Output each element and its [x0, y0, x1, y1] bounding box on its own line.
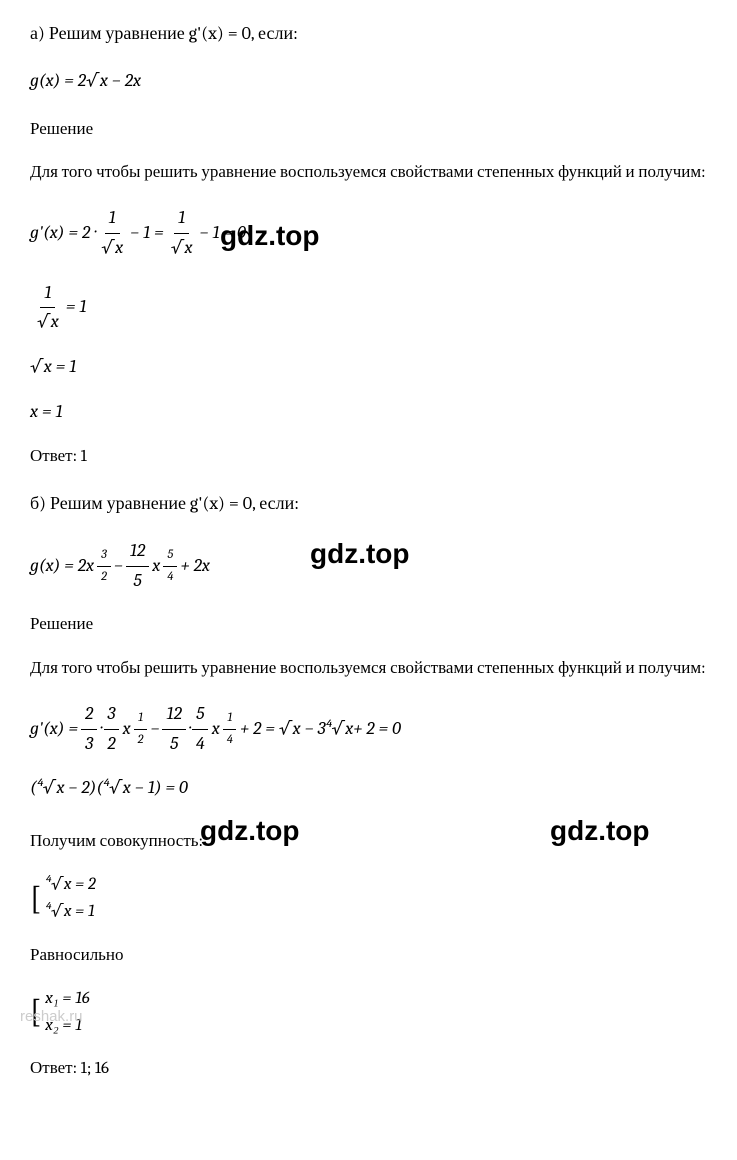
part-a-header: а) Решим уравнение g'(x) = 0, если:	[30, 20, 707, 49]
exp-num: 1	[134, 708, 147, 729]
part-b-header: б) Решим уравнение g'(x) = 0, если:	[30, 490, 707, 519]
exp-frac2: 5 4	[160, 545, 180, 586]
deriv-minus: −	[150, 715, 159, 744]
frac-den: 5	[129, 567, 145, 596]
bracket-icon: [	[30, 986, 41, 1037]
deriv-exp1: 1 2	[131, 708, 151, 749]
sol-bracket: [ x₁ = 16 x₂ = 1 reshak.ru	[30, 985, 707, 1039]
sol-row1: x₁ = 16	[45, 985, 90, 1012]
frac-den: 3	[81, 730, 97, 759]
step-a2: 1 √x = 1	[30, 279, 707, 338]
combo-row2: ⁴√x = 1	[45, 898, 96, 925]
exp-num: 3	[97, 545, 111, 566]
explanation-b: Для того чтобы решить уравнение воспольз…	[30, 655, 707, 682]
combo-label: Получим совокупность:	[30, 828, 707, 855]
deriv-x1: x	[123, 715, 131, 744]
deriv-exp2: 1 4	[220, 708, 240, 749]
frac-num: 1	[105, 204, 120, 234]
frac-num: 1	[174, 204, 189, 234]
step-a1-suffix: − 1 = 0	[200, 219, 246, 248]
frac-den: √x	[167, 234, 197, 263]
exp-num: 5	[163, 545, 177, 566]
frac-a2: 1 √x	[167, 204, 197, 263]
step-a1: g'(x) = 2 · 1 √x − 1 = 1 √x − 1 = 0 gdz.…	[30, 204, 707, 263]
answer-b: Ответ: 1; 16	[30, 1055, 707, 1082]
exp-num: 1	[223, 708, 236, 729]
deriv-root4: ⁴√x	[326, 715, 354, 744]
frac-num: 5	[192, 700, 208, 730]
given-text: g(x) = 2√x − 2x	[30, 70, 141, 91]
frac-num: 12	[126, 537, 149, 567]
deriv-x2: x	[212, 715, 220, 744]
part-b-given: g(x) = 2x 3 2 − 12 5 x 5 4 + 2x gdz.top	[30, 537, 707, 596]
combo-row1: ⁴√x = 2	[45, 871, 96, 898]
bracket-icon: [	[30, 873, 41, 924]
deriv-end: + 2 = 0	[353, 715, 401, 744]
given-x: x	[152, 552, 160, 581]
given-suffix: + 2x	[180, 552, 209, 581]
exp-den: 4	[223, 730, 237, 750]
sol-row2: x₂ = 1	[45, 1012, 90, 1039]
answer-label: Ответ:	[30, 1059, 81, 1078]
frac-den: 5	[166, 730, 182, 759]
equiv-label: Равносильно	[30, 942, 707, 969]
deriv-f2: 3 2	[103, 700, 119, 759]
answer-a: Ответ: 1	[30, 443, 707, 470]
step-a4: x = 1	[30, 398, 707, 427]
frac-num: 12	[162, 700, 185, 730]
factored: (⁴√x − 2)(⁴√x − 1) = 0	[30, 774, 707, 803]
explanation-a: Для того чтобы решить уравнение воспольз…	[30, 159, 707, 186]
part-a-given: g(x) = 2√x − 2x	[30, 67, 707, 96]
deriv-plus: + 2 = √x − 3	[240, 715, 326, 744]
exp-den: 2	[134, 730, 148, 750]
deriv-f1: 2 3	[81, 700, 97, 759]
answer-value: 1; 16	[81, 1059, 109, 1078]
solution-label-a: Решение	[30, 116, 707, 143]
step-a3: √x = 1	[30, 353, 707, 382]
deriv-b: g'(x) = 2 3 · 3 2 x 1 2 − 12 5 · 5 4 x 1…	[30, 700, 707, 759]
frac-den: 2	[103, 730, 119, 759]
frac-a1: 1 √x	[97, 204, 127, 263]
watermark: gdz.top	[310, 532, 410, 577]
combo-bracket: [ ⁴√x = 2 ⁴√x = 1	[30, 871, 707, 925]
frac-den: √x	[33, 308, 63, 337]
solution-label-b: Решение	[30, 611, 707, 638]
deriv-prefix: g'(x) =	[30, 715, 78, 744]
given-mid: −	[114, 552, 123, 581]
frac-den: √x	[97, 234, 127, 263]
step-a2-suffix: = 1	[66, 293, 87, 322]
deriv-f4: 5 4	[192, 700, 209, 759]
frac-b1: 12 5	[126, 537, 149, 596]
frac-a3: 1 √x	[33, 279, 63, 338]
exp-den: 2	[97, 567, 111, 587]
step-a1-mid: − 1 =	[130, 219, 164, 248]
frac-den: 4	[192, 730, 209, 759]
given-prefix: g(x) = 2x	[30, 552, 94, 581]
frac-num: 2	[81, 700, 97, 730]
answer-label: Ответ:	[30, 447, 81, 466]
frac-num: 3	[104, 700, 120, 730]
frac-num: 1	[40, 279, 55, 309]
step-a1-prefix: g'(x) = 2 ·	[30, 219, 94, 248]
answer-value: 1	[81, 447, 87, 466]
exp-frac: 3 2	[94, 545, 114, 586]
exp-den: 4	[163, 567, 177, 587]
deriv-f3: 12 5	[162, 700, 185, 759]
